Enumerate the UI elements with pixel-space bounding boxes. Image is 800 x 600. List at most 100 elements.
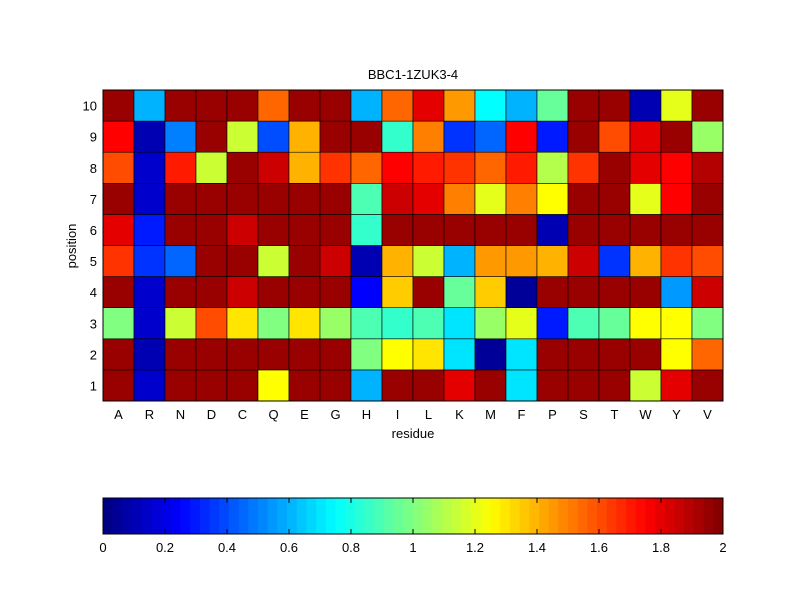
heatmap-cell xyxy=(567,338,600,371)
heatmap-cell xyxy=(691,120,724,153)
colorbar-tick-label: 1 xyxy=(409,540,416,555)
heatmap-cell xyxy=(226,245,259,277)
heatmap-cell xyxy=(629,245,662,277)
heatmap-cell xyxy=(474,369,507,402)
heatmap-cell xyxy=(257,338,290,371)
heatmap-cell xyxy=(133,214,166,246)
heatmap-cell xyxy=(691,276,724,309)
heatmap-cell xyxy=(381,245,414,277)
heatmap-cell xyxy=(350,183,383,215)
x-tick-label: I xyxy=(396,407,400,422)
colorbar-swatch xyxy=(626,498,637,534)
heatmap-cell xyxy=(319,369,352,402)
heatmap-cell xyxy=(288,120,321,153)
colorbar-swatch xyxy=(645,498,656,534)
colorbar-swatch xyxy=(228,498,240,534)
colorbar-swatch xyxy=(480,498,491,534)
heatmap-cell xyxy=(412,338,445,371)
heatmap-cell xyxy=(350,120,383,153)
heatmap-cell xyxy=(164,245,197,277)
heatmap-cell xyxy=(350,338,383,371)
heatmap-cell xyxy=(505,89,538,122)
heatmap-cell xyxy=(505,183,538,215)
heatmap-cell xyxy=(474,151,507,184)
colorbar-swatch xyxy=(451,498,462,534)
colorbar-swatch xyxy=(635,498,646,534)
heatmap-cell xyxy=(164,120,197,153)
heatmap-cell xyxy=(102,369,135,402)
heatmap-cell xyxy=(691,151,724,184)
heatmap-cell xyxy=(660,183,693,215)
colorbar-swatch xyxy=(103,498,114,534)
heatmap-cell xyxy=(598,245,631,277)
colorbar-swatch xyxy=(490,498,501,534)
heatmap-cell xyxy=(164,214,197,246)
colorbar-tick-label: 1.6 xyxy=(590,540,608,555)
heatmap-cell xyxy=(412,369,445,402)
heatmap-cell xyxy=(660,214,693,246)
colorbar-tick-label: 1.8 xyxy=(652,540,670,555)
heatmap-cell xyxy=(102,214,135,246)
x-tick-label: F xyxy=(518,407,526,422)
heatmap-cell xyxy=(443,307,476,340)
heatmap-cell xyxy=(567,120,600,153)
heatmap-cell xyxy=(319,151,352,184)
heatmap-cell xyxy=(691,89,724,122)
colorbar-swatch xyxy=(500,498,511,534)
colorbar-tick-label: 2 xyxy=(719,540,726,555)
heatmap-cell xyxy=(102,151,135,184)
heatmap-cell xyxy=(381,276,414,309)
heatmap-cell xyxy=(195,307,228,340)
heatmap-cell xyxy=(443,276,476,309)
x-tick-label: W xyxy=(639,407,652,422)
chart-title: BBC1-1ZUK3-4 xyxy=(368,67,458,82)
x-tick-label: S xyxy=(579,407,588,422)
y-tick-label: 5 xyxy=(90,254,97,269)
heatmap-cell xyxy=(350,276,383,309)
heatmap-cell xyxy=(288,183,321,215)
heatmap-cell xyxy=(691,214,724,246)
heatmap-cell xyxy=(133,151,166,184)
x-tick-label: R xyxy=(145,407,154,422)
heatmap-cell xyxy=(381,338,414,371)
heatmap-cell xyxy=(691,338,724,371)
heatmap-cell xyxy=(567,369,600,402)
heatmap-cell xyxy=(629,369,662,402)
colorbar-swatch xyxy=(267,498,278,534)
x-tick-label: P xyxy=(548,407,557,422)
heatmap-cell xyxy=(133,307,166,340)
heatmap-cell xyxy=(567,214,600,246)
heatmap-cell xyxy=(226,120,259,153)
heatmap-cell xyxy=(505,120,538,153)
x-tick-label: T xyxy=(611,407,619,422)
heatmap-cell xyxy=(381,120,414,153)
colorbar-swatch xyxy=(199,498,210,534)
heatmap-cell xyxy=(226,338,259,371)
heatmap-cell xyxy=(102,183,135,215)
heatmap-cell xyxy=(598,307,631,340)
heatmap-cell xyxy=(257,183,290,215)
heatmap-cell xyxy=(505,338,538,371)
heatmap-cell xyxy=(505,307,538,340)
heatmap-cell xyxy=(164,307,197,340)
heatmap-cell xyxy=(102,89,135,122)
heatmap-cell xyxy=(195,369,228,402)
colorbar-swatch xyxy=(335,498,346,534)
x-tick-label: M xyxy=(485,407,496,422)
heatmap-cell xyxy=(536,120,569,153)
colorbar-swatch xyxy=(345,498,356,534)
colorbar-swatch xyxy=(674,498,685,534)
heatmap-cell xyxy=(195,89,228,122)
heatmap-cell xyxy=(133,245,166,277)
heatmap-cell xyxy=(598,120,631,153)
heatmap-cell xyxy=(536,183,569,215)
heatmap-cell xyxy=(536,214,569,246)
heatmap-cell xyxy=(319,307,352,340)
heatmap-cell xyxy=(505,369,538,402)
heatmap-cell xyxy=(381,214,414,246)
heatmap-cell xyxy=(288,151,321,184)
heatmap-cell xyxy=(257,276,290,309)
heatmap-cell xyxy=(381,307,414,340)
heatmap-cell xyxy=(660,338,693,371)
